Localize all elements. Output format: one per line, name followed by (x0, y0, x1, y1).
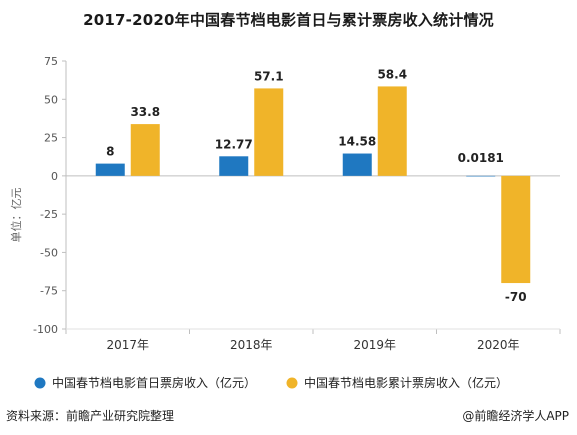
y-tick-label: -75 (40, 285, 58, 298)
bar-cumulative (377, 86, 407, 176)
data-label: 57.1 (254, 69, 284, 83)
bar-cumulative (130, 124, 160, 176)
data-label: 12.77 (215, 137, 253, 151)
bar-first-day (466, 175, 496, 177)
legend-marker (34, 377, 46, 389)
x-tick-label: 2019年 (353, 338, 396, 352)
y-tick-label: 75 (44, 55, 58, 68)
y-tick-label: -50 (40, 246, 58, 259)
credit-note: @前瞻经济学人APP (462, 409, 569, 423)
y-tick-label: 0 (51, 170, 58, 183)
data-label: 8 (106, 145, 114, 159)
y-tick-label: 50 (44, 93, 58, 106)
y-tick-label: -100 (33, 323, 58, 336)
data-label: 58.4 (377, 67, 407, 81)
bar-cumulative (501, 175, 531, 284)
y-axis-label: 单位：亿元 (9, 188, 23, 243)
legend-label: 中国春节档电影首日票房收入（亿元） (52, 375, 256, 390)
x-tick-label: 2018年 (230, 338, 273, 352)
source-note: 资料来源：前瞻产业研究院整理 (6, 409, 175, 423)
chart-title: 2017-2020年中国春节档电影首日与累计票房收入统计情况 (83, 11, 494, 29)
x-tick-label: 2020年 (477, 338, 520, 352)
y-tick-label: 25 (44, 132, 58, 145)
data-label: -70 (505, 290, 527, 304)
bar-cumulative (254, 88, 284, 176)
data-label: 14.58 (338, 135, 376, 149)
data-label: 0.0181 (458, 151, 504, 165)
y-tick-label: -25 (40, 208, 58, 221)
x-tick-label: 2017年 (106, 338, 149, 352)
legend-marker (286, 377, 298, 389)
bar-first-day (95, 163, 125, 176)
bar-first-day (219, 156, 249, 176)
bar-first-day (342, 153, 372, 176)
data-label: 33.8 (130, 105, 160, 119)
legend-label: 中国春节档电影累计票房收入（亿元） (304, 375, 508, 390)
